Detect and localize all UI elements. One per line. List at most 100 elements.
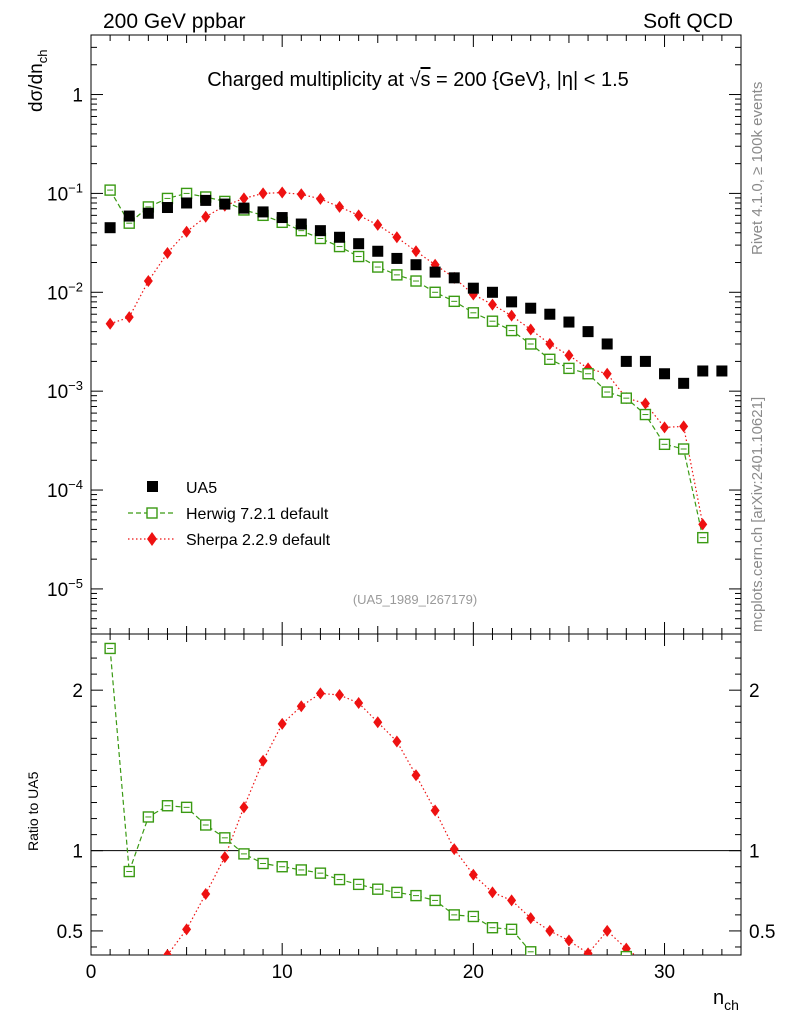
ratio-point [354,697,364,710]
ratio-point [106,988,115,1000]
ratio-point [602,987,612,997]
ratio-panel-frame [90,633,742,956]
legend-ua5-label: UA5 [186,480,217,497]
x-axis-ticks: 0 10 20 30 [86,35,742,983]
main-point [124,311,134,324]
main-ytick-label: 10−1 [47,180,83,205]
main-point [219,198,231,210]
ratio-point [239,801,249,814]
main-point [258,187,268,200]
ratio-point [526,912,536,925]
main-ytick-label: 10−3 [47,378,83,403]
main-point [239,192,249,205]
main-point [200,194,212,206]
ratio-point [698,990,708,1000]
ratio-point [507,894,517,907]
ratio-point [564,934,574,947]
ratio-point [182,923,192,936]
ratio-point [564,974,574,984]
main-ytick-label: 1 [72,86,83,107]
ratio-point [545,961,555,971]
main-point [525,302,537,314]
legend-sherpa-label: Sherpa 2.2.9 default [186,532,331,549]
main-point [335,200,345,213]
main-point [411,245,421,258]
main-point [429,266,441,278]
ratio-series-layer [104,642,708,1003]
ratio-point [430,804,440,817]
main-point [391,252,403,264]
main-ytick-label: 10−4 [47,477,83,502]
main-point [334,231,346,243]
main-point [640,397,650,410]
main-point [410,259,422,271]
ratio-series-line [109,648,536,955]
ratio-point [525,946,537,955]
ratio-ytick-label-left: 2 [72,681,83,702]
ratio-point [468,868,478,881]
main-point [182,225,192,238]
main-point [563,316,575,328]
main-point [639,355,651,367]
main-series-line [109,191,704,525]
ratio-point [620,950,632,955]
main-series-layer [104,184,728,544]
main-point [161,202,173,214]
main-point [201,210,211,223]
legend-sherpa-marker [147,532,157,546]
main-point [678,377,690,389]
ratio-axis-ticks: 0.5 0.5 1 1 2 2 [57,641,775,948]
main-point [679,420,689,433]
main-point [716,365,728,377]
x-tick-label: 20 [463,962,484,983]
ratio-ytick-label-left: 1 [72,842,83,863]
ratio-point [679,982,689,992]
ratio-ytick-label-left: 0.5 [57,922,83,943]
ratio-point [277,717,287,730]
main-point [620,355,632,367]
ratio-ytick-label-right: 0.5 [749,922,775,943]
ratio-point [144,973,153,985]
x-axis-label: nch [713,987,739,1013]
main-point [238,202,250,214]
main-point [698,518,708,531]
main-point [315,192,325,205]
ratio-point [162,949,172,955]
main-point [372,245,384,257]
ratio-point [602,924,612,937]
ratio-point [679,973,688,985]
main-point [123,210,135,222]
main-point [467,282,479,294]
ratio-series-line [166,692,636,955]
main-point [506,296,518,308]
ratio-point [125,991,134,1003]
mcplots-label: mcplots.cern.ch [arXiv:2401.10621] [749,397,766,632]
main-point [105,317,115,330]
ratio-point [296,700,306,713]
ratio-point [487,886,497,899]
main-axis-ticks: 1 10−1 10−2 10−3 10−4 10−5 [47,34,741,629]
main-point [277,186,287,199]
ratio-point [583,982,593,992]
x-tick-label: 0 [86,962,97,983]
main-point [162,246,172,259]
main-point [602,367,612,380]
main-point [487,298,497,311]
ratio-point [411,769,421,782]
main-point [353,238,365,250]
main-point [448,272,460,284]
main-point [582,326,594,338]
main-point [104,222,116,234]
main-point [545,337,555,350]
main-y-axis-label: dσ/dnch [26,50,50,112]
main-point [373,218,383,231]
main-point [526,323,536,336]
ratio-point [335,688,345,701]
ratio-point [258,754,268,767]
main-point [181,197,193,209]
ratio-ytick-label-right: 1 [749,842,760,863]
main-ytick-label: 10−2 [47,279,83,304]
analysis-label: (UA5_1989_I267179) [353,592,477,607]
main-point [601,338,613,350]
main-ytick-label: 10−5 [47,576,83,601]
